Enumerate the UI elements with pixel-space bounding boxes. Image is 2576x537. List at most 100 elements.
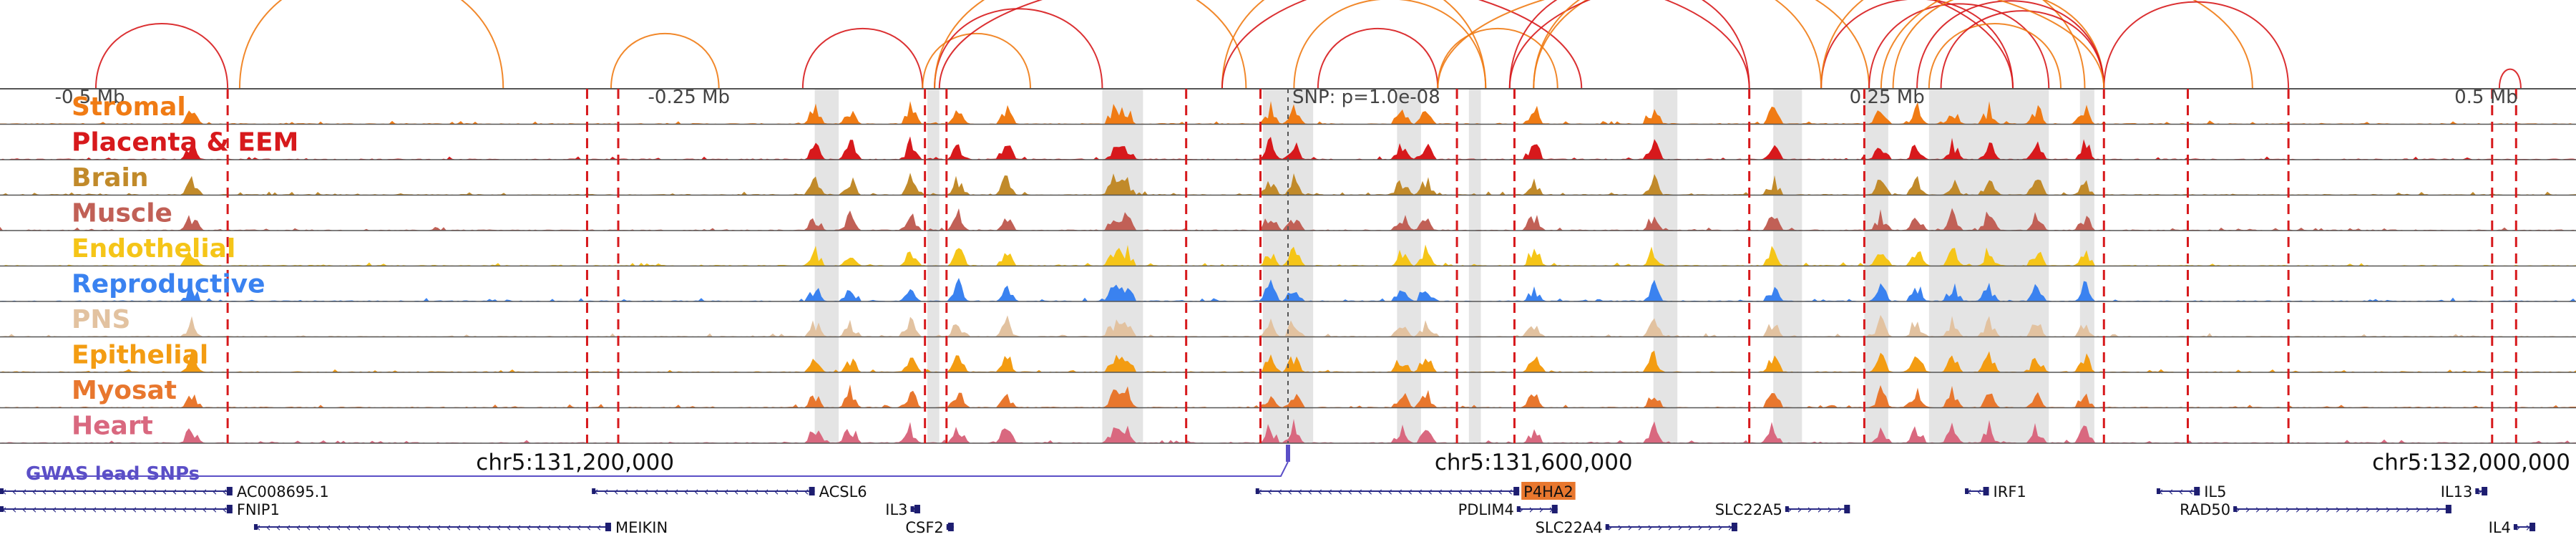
strand-chevron-icon: ‹ bbox=[92, 503, 97, 517]
strand-chevron-icon: ‹ bbox=[203, 503, 208, 517]
gene-exon bbox=[946, 524, 950, 530]
strand-chevron-icon: ‹ bbox=[396, 521, 401, 535]
strand-chevron-icon: › bbox=[1837, 503, 1842, 517]
strand-chevron-icon: › bbox=[1797, 503, 1802, 517]
strand-chevron-icon: ‹ bbox=[286, 521, 291, 535]
gene[interactable]: ‹ ‹ ‹ ‹ ‹ ‹ ‹ ‹ ‹ ‹ ‹ ‹ ‹ ‹ ‹ ‹ ‹ ‹ ‹ ‹ ‹ ‹ ‹ FNIP1 bbox=[0, 501, 280, 518]
chromatin-loop bbox=[1293, 0, 1487, 90]
strand-chevron-icon: ‹ bbox=[604, 485, 609, 499]
coordinate-label: chr5:131,200,000 bbox=[476, 450, 674, 475]
strand-chevron-icon: › bbox=[2477, 485, 2482, 499]
chromatin-loop bbox=[1533, 0, 1823, 90]
chromatin-loop bbox=[1317, 27, 1439, 90]
gene[interactable]: › IL13 bbox=[2441, 483, 2488, 500]
strand-chevron-icon: ‹ bbox=[52, 485, 57, 499]
gene-label: SLC22A5 bbox=[1715, 501, 1782, 518]
strand-chevron-icon: › bbox=[2296, 503, 2301, 517]
strand-chevron-icon: › bbox=[1827, 503, 1832, 517]
strand-chevron-icon: ‹ bbox=[487, 521, 492, 535]
strand-chevron-icon: ‹ bbox=[634, 485, 639, 499]
strand-chevron-icon: ‹ bbox=[296, 521, 301, 535]
strand-chevron-icon: ‹ bbox=[276, 521, 281, 535]
strand-chevron-icon: ‹ bbox=[12, 485, 17, 499]
gene[interactable]: ›CSF2 bbox=[905, 519, 954, 536]
strand-chevron-icon: › bbox=[2396, 503, 2401, 517]
gwas-track: GWAS lead SNPs bbox=[26, 445, 1290, 485]
strand-chevron-icon: › bbox=[1657, 521, 1662, 535]
strand-chevron-icon: ‹ bbox=[2, 485, 7, 499]
gene-label: P4HA2 bbox=[1523, 483, 1574, 500]
gene[interactable]: › › › › › › › › › › › › › SLC22A4 bbox=[1536, 519, 1737, 536]
strand-chevron-icon: ‹ bbox=[336, 521, 341, 535]
strand-chevron-icon: › bbox=[1727, 521, 1732, 535]
track-label: Reproductive bbox=[72, 270, 265, 299]
strand-chevron-icon: ‹ bbox=[32, 485, 37, 499]
strand-chevron-icon: › bbox=[1697, 521, 1702, 535]
strand-chevron-icon: ‹ bbox=[587, 521, 592, 535]
gene-exon bbox=[1513, 487, 1520, 495]
gene-exon bbox=[947, 523, 954, 531]
strand-chevron-icon: ‹ bbox=[764, 485, 769, 499]
chromatin-loop bbox=[934, 0, 1247, 90]
gene-exon bbox=[1965, 488, 1969, 494]
strand-chevron-icon: ‹ bbox=[102, 503, 107, 517]
gene-label: RAD50 bbox=[2180, 501, 2230, 518]
gene[interactable]: ‹ ‹ ‹ ‹ ‹ ‹ ‹ ‹ ‹ ‹ ‹ ‹ ‹ ‹ ‹ ‹ ‹ ‹ ‹ ‹ ‹ ‹ ‹ ‹ ‹ ‹ ‹ ‹ ‹ ‹ ‹ ‹ ‹ ‹ ‹ MEIKI… bbox=[253, 519, 668, 536]
strand-chevron-icon: ‹ bbox=[152, 485, 157, 499]
gene[interactable]: ‹ ‹ ‹ ‹ ‹ ‹ ‹ ‹ ‹ ‹ ‹ ‹ ‹ ‹ ‹ ‹ ‹ ‹ ‹ ‹ ‹ ‹ ‹ AC008695.1 bbox=[0, 483, 329, 500]
chromatin-loop bbox=[2498, 68, 2522, 90]
gene[interactable]: › › › › › › SLC22A5 bbox=[1715, 501, 1850, 518]
strand-chevron-icon: ‹ bbox=[32, 503, 37, 517]
track-label: Stromal bbox=[72, 92, 186, 122]
strand-chevron-icon: › bbox=[2255, 503, 2260, 517]
strand-chevron-icon: ‹ bbox=[527, 521, 532, 535]
gene-label: FNIP1 bbox=[237, 501, 280, 518]
strand-chevron-icon: ‹ bbox=[1977, 485, 1982, 499]
strand-chevron-icon: ‹ bbox=[266, 521, 271, 535]
strand-chevron-icon: ‹ bbox=[182, 485, 187, 499]
strand-chevron-icon: › bbox=[2436, 503, 2441, 517]
strand-chevron-icon: ‹ bbox=[2189, 485, 2194, 499]
strand-chevron-icon: ‹ bbox=[577, 521, 582, 535]
strand-chevron-icon: ‹ bbox=[704, 485, 709, 499]
strand-chevron-icon: ‹ bbox=[122, 503, 127, 517]
gene-exon bbox=[605, 523, 611, 531]
chromatin-loop bbox=[610, 33, 720, 90]
gene[interactable]: ‹ ‹ ‹ ‹ IL5 bbox=[2156, 483, 2227, 500]
strand-chevron-icon: › bbox=[1528, 503, 1533, 517]
gene-exon bbox=[1255, 488, 1259, 494]
gene[interactable]: ›IL3 bbox=[885, 501, 920, 518]
strand-chevron-icon: › bbox=[2275, 503, 2280, 517]
gene[interactable]: › › › › PDLIM4 bbox=[1458, 501, 1558, 518]
chromatin-loop bbox=[1820, 0, 2014, 90]
gene-exon bbox=[2445, 505, 2451, 513]
axis-labels: -0.5 Mb -0.25 Mb 0.25 Mb 0.5 Mb bbox=[55, 87, 2518, 108]
strand-chevron-icon: ‹ bbox=[674, 485, 679, 499]
strand-chevron-icon: ‹ bbox=[1367, 485, 1372, 499]
track-label: Endothelial bbox=[72, 234, 235, 263]
strand-chevron-icon: ‹ bbox=[62, 485, 67, 499]
gene[interactable]: ‹ ‹ IRF1 bbox=[1965, 483, 2026, 500]
gene[interactable]: ‹ ‹ ‹ ‹ ‹ ‹ ‹ ‹ ‹ ‹ ‹ ‹ ‹ ‹ ‹ ‹ ‹ ‹ ‹ ‹ ‹ ‹ ‹ ‹ ‹ ‹ P4HA2 bbox=[1255, 482, 1576, 500]
gene[interactable]: ‹ ‹ ‹ ‹ ‹ ‹ ‹ ‹ ‹ ‹ ‹ ‹ ‹ ‹ ‹ ‹ ‹ ‹ ‹ ‹ ‹ ‹ ACSL6 bbox=[592, 483, 867, 500]
strand-chevron-icon: ‹ bbox=[1297, 485, 1302, 499]
strand-chevron-icon: ‹ bbox=[203, 485, 208, 499]
strand-chevron-icon: ‹ bbox=[1418, 485, 1423, 499]
axis-offset-label: 0.25 Mb bbox=[1850, 87, 1925, 108]
gene-label: ACSL6 bbox=[819, 483, 867, 500]
strand-chevron-icon: › bbox=[1607, 521, 1612, 535]
gene[interactable]: › › IL4 bbox=[2489, 519, 2536, 536]
strand-chevron-icon: ‹ bbox=[684, 485, 689, 499]
gene-exon bbox=[809, 487, 815, 495]
strand-chevron-icon: › bbox=[1817, 503, 1822, 517]
strand-chevron-icon: › bbox=[2265, 503, 2270, 517]
strand-chevron-icon: ‹ bbox=[436, 521, 441, 535]
strand-chevron-icon: ‹ bbox=[1438, 485, 1443, 499]
strand-chevron-icon: ‹ bbox=[784, 485, 789, 499]
chromatin-loop bbox=[801, 27, 924, 90]
strand-chevron-icon: › bbox=[2306, 503, 2311, 517]
chromatin-loop bbox=[1928, 23, 2062, 90]
gene-exon bbox=[914, 505, 920, 513]
gene[interactable]: ››››››››››››››››››››››RAD50 bbox=[2180, 501, 2451, 518]
